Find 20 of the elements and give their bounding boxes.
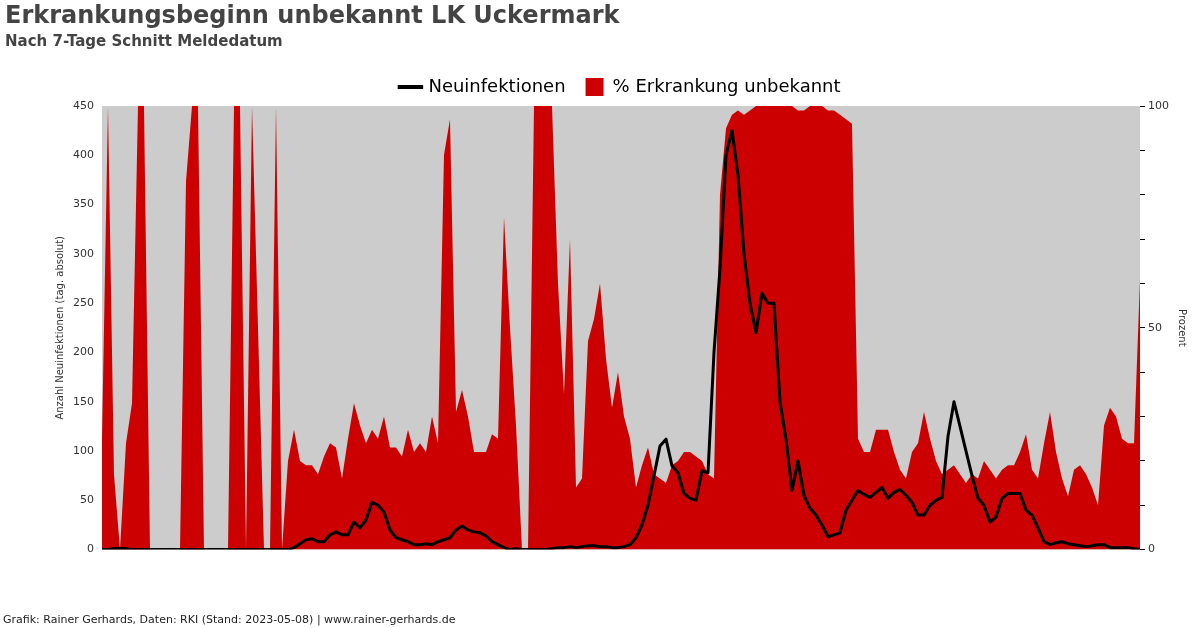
y-tick-label: 300 — [73, 246, 94, 260]
y-tick-label: 400 — [73, 148, 94, 162]
chart-subtitle: Nach 7-Tage Schnitt Meldedatum — [5, 32, 283, 50]
y-tick-label: 50 — [80, 493, 94, 507]
y-tick-label: 350 — [73, 197, 94, 211]
chart-title: Erkrankungsbeginn unbekannt LK Uckermark — [5, 1, 620, 29]
y-tick-label: 150 — [73, 394, 94, 408]
y2-tick-label: 0 — [1148, 542, 1155, 556]
text: Grafik: Rainer Gerhards, Daten: RKI (Stand: 2023-05-08) | www.rainer-gerhards.de — [3, 613, 456, 626]
y-tick-label: 250 — [73, 296, 94, 310]
y2-tick-label: 100 — [1148, 98, 1169, 112]
y2-axis-title: Prozent — [1177, 309, 1189, 347]
y-tick-label: 450 — [73, 98, 94, 112]
y-tick-label: 200 — [73, 345, 94, 359]
legend-label: % Erkrankung unbekannt — [612, 74, 841, 96]
y-tick-label: 0 — [87, 542, 94, 556]
legend-label: Neuinfektionen — [428, 74, 566, 96]
y-tick-label: 100 — [73, 443, 94, 457]
y-axis-title: Anzahl Neuinfektionen (tag. absolut) — [53, 235, 65, 420]
y2-tick-label: 50 — [1148, 320, 1162, 334]
